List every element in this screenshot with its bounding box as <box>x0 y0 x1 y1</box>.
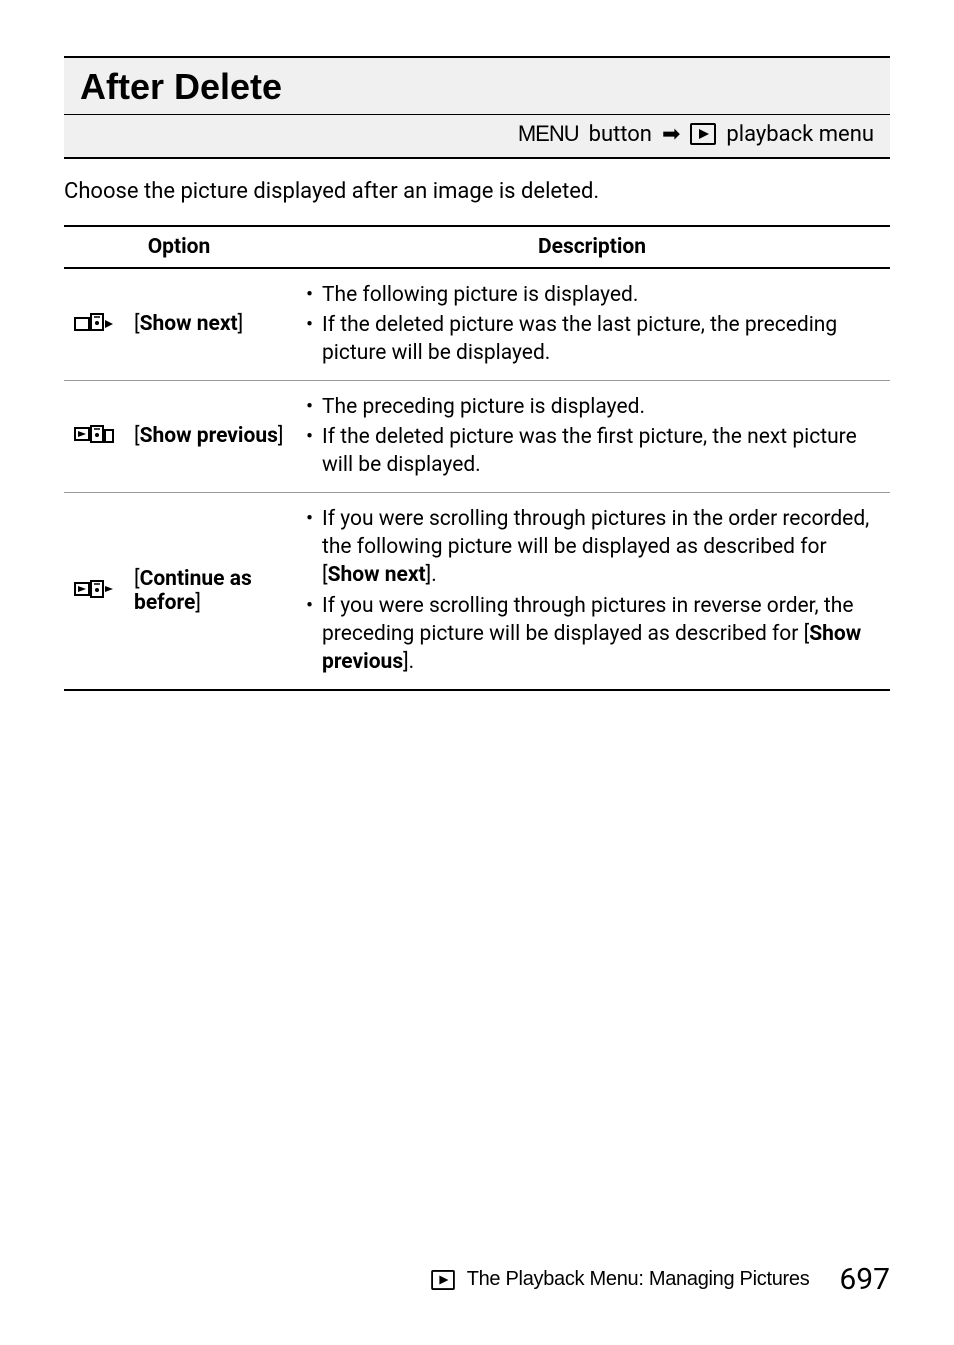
arrow-icon: ➡ <box>662 122 680 147</box>
continue-icon <box>64 492 124 690</box>
options-table: Option Description [Show next]The follow… <box>64 225 890 691</box>
show-prev-icon <box>64 380 124 492</box>
description-bullet: If you were scrolling through pictures i… <box>304 592 880 677</box>
page-title: After Delete <box>80 66 874 108</box>
breadcrumb: MENU button ➡ playback menu <box>64 114 890 157</box>
description-bullet: If the deleted picture was the first pic… <box>304 423 880 480</box>
breadcrumb-tail: playback menu <box>726 122 874 147</box>
breadcrumb-menu-label: MENU <box>518 121 579 147</box>
show-next-icon <box>64 268 124 381</box>
playback-icon <box>690 123 716 145</box>
playback-icon <box>431 1270 455 1290</box>
option-description: The preceding picture is displayed.If th… <box>294 380 890 492</box>
page-footer: The Playback Menu: Managing Pictures 697 <box>64 1238 890 1297</box>
col-header-description: Description <box>294 226 890 268</box>
page-number: 697 <box>839 1262 890 1297</box>
option-label: [Show previous] <box>124 380 294 492</box>
description-bullet: The preceding picture is displayed. <box>304 393 880 421</box>
table-row: [Show previous]The preceding picture is … <box>64 380 890 492</box>
footer-text: The Playback Menu: Managing Pictures <box>467 1268 810 1291</box>
description-bullet: If you were scrolling through pictures i… <box>304 505 880 590</box>
option-description: The following picture is displayed.If th… <box>294 268 890 381</box>
table-row: [Continue as before]If you were scrollin… <box>64 492 890 690</box>
option-label: [Show next] <box>124 268 294 381</box>
breadcrumb-button-word: button <box>589 122 652 147</box>
section-header: After Delete MENU button ➡ playback menu <box>64 56 890 159</box>
option-description: If you were scrolling through pictures i… <box>294 492 890 690</box>
table-row: [Show next]The following picture is disp… <box>64 268 890 381</box>
col-header-option: Option <box>64 226 294 268</box>
intro-text: Choose the picture displayed after an im… <box>64 177 890 207</box>
option-label: [Continue as before] <box>124 492 294 690</box>
description-bullet: If the deleted picture was the last pict… <box>304 311 880 368</box>
description-bullet: The following picture is displayed. <box>304 281 880 309</box>
